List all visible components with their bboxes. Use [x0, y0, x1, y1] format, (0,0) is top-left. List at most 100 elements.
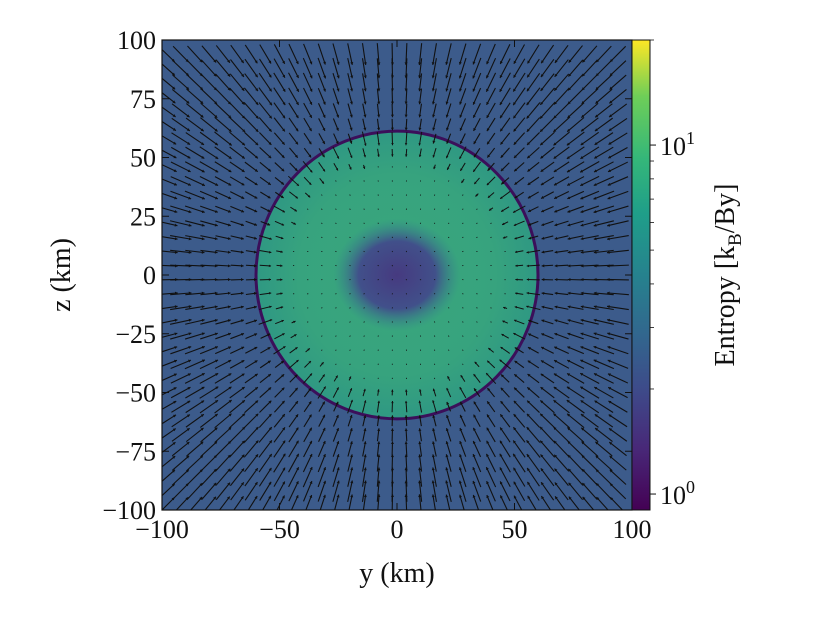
velocity-arrow-head — [554, 319, 558, 323]
velocity-arrow-head — [404, 127, 408, 131]
velocity-arrow-head — [186, 455, 190, 459]
velocity-arrow-head — [515, 250, 518, 254]
velocity-arrow-head — [554, 278, 558, 282]
velocity-arrow-head — [607, 373, 611, 377]
velocity-arrow-head — [446, 415, 450, 418]
velocity-arrow-head — [582, 482, 586, 486]
velocity-arrow-head — [268, 115, 272, 119]
velocity-arrow-head — [173, 169, 177, 172]
velocity-arrow-head — [567, 332, 571, 336]
velocity-arrow-head — [214, 413, 218, 417]
velocity-arrow — [243, 413, 259, 429]
velocity-arrow — [335, 363, 337, 366]
velocity-arrow-head — [309, 495, 313, 498]
velocity-arrow — [476, 222, 478, 224]
velocity-arrow — [472, 427, 481, 443]
velocity-arrow — [485, 72, 497, 92]
velocity-arrow — [526, 102, 541, 119]
velocity-arrow — [162, 359, 178, 367]
velocity-arrow-head — [282, 333, 285, 336]
velocity-arrow-head — [363, 114, 367, 118]
velocity-arrow — [244, 481, 258, 501]
velocity-arrow — [215, 45, 231, 64]
velocity-arrow — [233, 495, 244, 510]
velocity-arrow-head — [593, 250, 597, 254]
velocity-arrow-head — [228, 413, 232, 417]
velocity-arrow-head — [608, 414, 612, 418]
velocity-arrow-head — [254, 60, 258, 64]
colorbar-label: Entropy [kB/By] — [710, 184, 746, 367]
velocity-arrow-head — [295, 128, 299, 132]
velocity-arrow-head — [268, 481, 272, 485]
velocity-arrow-head — [214, 142, 218, 146]
velocity-arrow-head — [350, 75, 354, 79]
velocity-arrow — [170, 359, 192, 370]
velocity-arrow — [317, 453, 326, 473]
velocity-arrow-head — [213, 496, 216, 500]
velocity-arrow-head — [607, 359, 611, 363]
velocity-arrow-head — [377, 143, 381, 146]
velocity-arrow-head — [431, 454, 435, 458]
velocity-arrow — [363, 208, 365, 210]
velocity-arrow-head — [174, 305, 178, 309]
velocity-arrow-head — [445, 88, 449, 92]
velocity-arrow-head — [269, 440, 272, 444]
velocity-arrow-head — [188, 196, 192, 200]
velocity-arrow-head — [294, 168, 298, 171]
velocity-arrow — [553, 399, 570, 414]
velocity-arrow-head — [514, 306, 518, 309]
velocity-arrow-head — [513, 210, 516, 213]
velocity-arrow-head — [253, 319, 257, 323]
velocity-arrow-head — [607, 332, 611, 336]
velocity-arrow-head — [554, 196, 558, 199]
velocity-arrow-head — [528, 236, 532, 240]
velocity-arrow — [513, 58, 526, 78]
velocity-arrow-head — [475, 194, 478, 197]
velocity-arrow — [201, 468, 217, 486]
velocity-arrow — [445, 454, 452, 472]
velocity-arrow — [580, 175, 600, 187]
velocity-arrow-head — [215, 183, 219, 186]
velocity-arrow-head — [458, 494, 462, 498]
velocity-arrow — [305, 494, 313, 510]
velocity-arrow-head — [187, 400, 191, 404]
velocity-arrow — [540, 58, 555, 78]
velocity-arrow — [332, 57, 340, 79]
velocity-arrow-head — [282, 427, 285, 431]
velocity-arrow — [462, 363, 464, 366]
velocity-arrow — [606, 235, 629, 240]
velocity-arrow — [419, 321, 422, 323]
velocity-arrow — [361, 58, 367, 79]
velocity-arrow — [171, 414, 191, 428]
velocity-arrow-head — [282, 102, 286, 106]
velocity-arrow-head — [580, 142, 584, 146]
velocity-arrow — [162, 178, 178, 186]
velocity-arrow — [321, 321, 323, 323]
velocity-arrow — [273, 413, 286, 428]
velocity-arrow — [258, 440, 273, 458]
velocity-arrow — [200, 117, 218, 132]
velocity-arrow-head — [322, 374, 325, 377]
velocity-arrow-head — [363, 88, 367, 92]
velocity-arrow — [609, 455, 627, 471]
velocity-arrow-head — [295, 440, 299, 444]
velocity-arrow — [288, 481, 299, 502]
velocity-arrow — [490, 335, 492, 337]
velocity-arrow-head — [593, 264, 597, 268]
velocity-arrow-head — [282, 210, 285, 213]
velocity-arrow-head — [553, 115, 557, 119]
velocity-arrow-head — [363, 441, 367, 445]
velocity-arrow — [608, 400, 628, 413]
velocity-arrow — [566, 359, 585, 369]
velocity-arrow-head — [540, 454, 544, 458]
velocity-arrow-head — [350, 467, 354, 471]
velocity-arrow-head — [541, 223, 545, 226]
velocity-arrow-head — [214, 291, 218, 295]
velocity-arrow-head — [241, 400, 245, 404]
velocity-arrow-head — [418, 101, 422, 105]
velocity-arrow-head — [582, 496, 586, 500]
velocity-arrow-head — [309, 61, 313, 65]
velocity-arrow — [214, 190, 232, 200]
velocity-arrow — [553, 454, 570, 472]
velocity-arrow-head — [199, 497, 203, 500]
